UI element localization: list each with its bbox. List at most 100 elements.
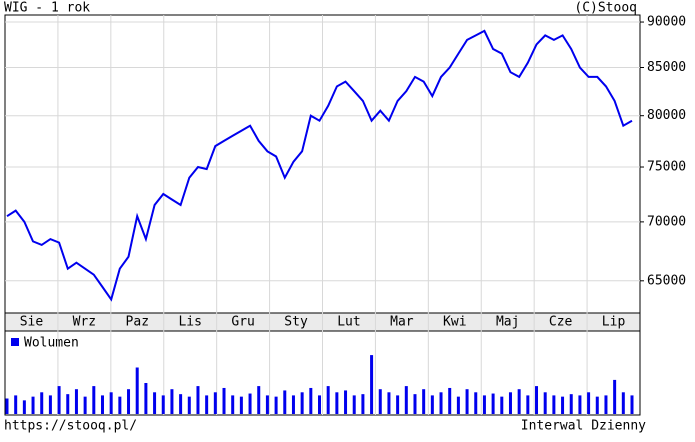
volume-bar — [48, 395, 52, 414]
volume-bar — [161, 395, 165, 414]
volume-bar — [344, 390, 348, 414]
volume-bar — [595, 396, 599, 414]
volume-bar — [482, 395, 486, 414]
x-tick-label: Maj — [496, 315, 519, 330]
volume-bar — [500, 396, 504, 414]
y-tick-label: 80000 — [647, 108, 686, 123]
volume-bar — [109, 392, 113, 414]
volume-bar — [474, 392, 478, 414]
volume-bar — [535, 386, 539, 414]
y-tick-label: 75000 — [647, 160, 686, 175]
volume-bar — [14, 395, 18, 414]
volume-bar — [83, 396, 87, 414]
volume-bar — [613, 379, 617, 414]
x-tick-label: Lis — [178, 315, 201, 330]
volume-bar — [31, 396, 35, 414]
footer-interval: Interwal Dzienny — [521, 419, 646, 434]
y-tick-label: 90000 — [647, 15, 686, 30]
volume-bar — [205, 395, 209, 414]
volume-bar — [604, 395, 608, 414]
volume-bar — [257, 386, 261, 414]
volume-bar — [5, 398, 9, 414]
volume-bar — [491, 393, 495, 414]
volume-bar — [578, 395, 582, 414]
volume-bar — [352, 395, 356, 414]
volume-bar — [170, 389, 174, 414]
volume-bar — [361, 394, 365, 414]
volume-bar — [57, 386, 61, 414]
volume-bar — [274, 396, 278, 414]
x-tick-label: Sty — [284, 315, 308, 330]
volume-bar — [552, 395, 556, 414]
volume-bar — [187, 396, 191, 414]
volume-bar — [22, 400, 26, 414]
volume-bar — [526, 395, 530, 414]
volume-bar — [179, 394, 183, 414]
volume-bar — [74, 389, 78, 414]
volume-bar — [396, 395, 400, 414]
chart-title: WIG - 1 rok — [4, 1, 90, 16]
volume-bar — [621, 392, 625, 414]
volume-bar — [569, 394, 573, 414]
x-tick-label: Kwi — [443, 315, 466, 330]
volume-bar — [222, 387, 226, 414]
legend-label: Wolumen — [24, 336, 79, 351]
x-tick-label: Paz — [126, 315, 149, 330]
footer-url: https://stooq.pl/ — [4, 419, 137, 434]
x-tick-label: Wrz — [73, 315, 96, 330]
volume-bar — [630, 395, 634, 414]
volume-bar — [153, 392, 157, 414]
volume-bar — [448, 387, 452, 414]
volume-bar — [291, 395, 295, 414]
y-tick-label: 85000 — [647, 60, 686, 75]
volume-bar — [439, 392, 443, 414]
volume-bar — [248, 393, 252, 414]
volume-bar — [127, 389, 131, 414]
price-line — [6, 29, 633, 302]
volume-bar — [413, 394, 417, 414]
volume-bar — [283, 390, 287, 414]
volume-bar — [404, 386, 408, 414]
volume-bar — [40, 392, 44, 414]
legend-swatch — [11, 338, 19, 346]
volume-bar — [561, 396, 565, 414]
volume-bar — [387, 392, 391, 414]
volume-bar — [430, 395, 434, 414]
volume-bar — [587, 392, 591, 414]
x-tick-label: Gru — [231, 315, 254, 330]
x-tick-label: Lip — [602, 315, 626, 330]
x-tick-label: Mar — [390, 315, 414, 330]
volume-bar — [309, 387, 313, 414]
y-tick-label: 65000 — [647, 273, 686, 288]
y-tick-label: 70000 — [647, 214, 686, 229]
volume-bar — [300, 392, 304, 414]
volume-bar — [66, 394, 70, 414]
x-tick-label: Lut — [337, 315, 360, 330]
volume-bar — [239, 396, 243, 414]
volume-bar — [144, 383, 148, 414]
x-tick-label: Sie — [20, 315, 44, 330]
volume-bar — [326, 386, 330, 414]
volume-bar — [422, 389, 426, 414]
x-tick-label: Cze — [549, 315, 573, 330]
volume-bar — [213, 392, 217, 414]
volume-bar — [231, 395, 235, 414]
volume-bar — [517, 389, 521, 414]
volume-bar — [100, 395, 104, 414]
volume-bar — [118, 396, 122, 414]
volume-bar — [335, 392, 339, 414]
volume-bar — [135, 367, 139, 414]
volume-bar — [465, 389, 469, 414]
volume-bar — [265, 395, 269, 414]
volume-bar — [378, 389, 382, 414]
volume-bar — [196, 386, 200, 414]
copyright: (C)Stooq — [574, 1, 637, 16]
volume-bar — [92, 386, 96, 414]
volume-bar — [508, 392, 512, 414]
volume-bar — [543, 392, 547, 414]
volume-bar — [370, 355, 374, 414]
volume-bar — [318, 395, 321, 414]
volume-bar — [456, 396, 460, 414]
